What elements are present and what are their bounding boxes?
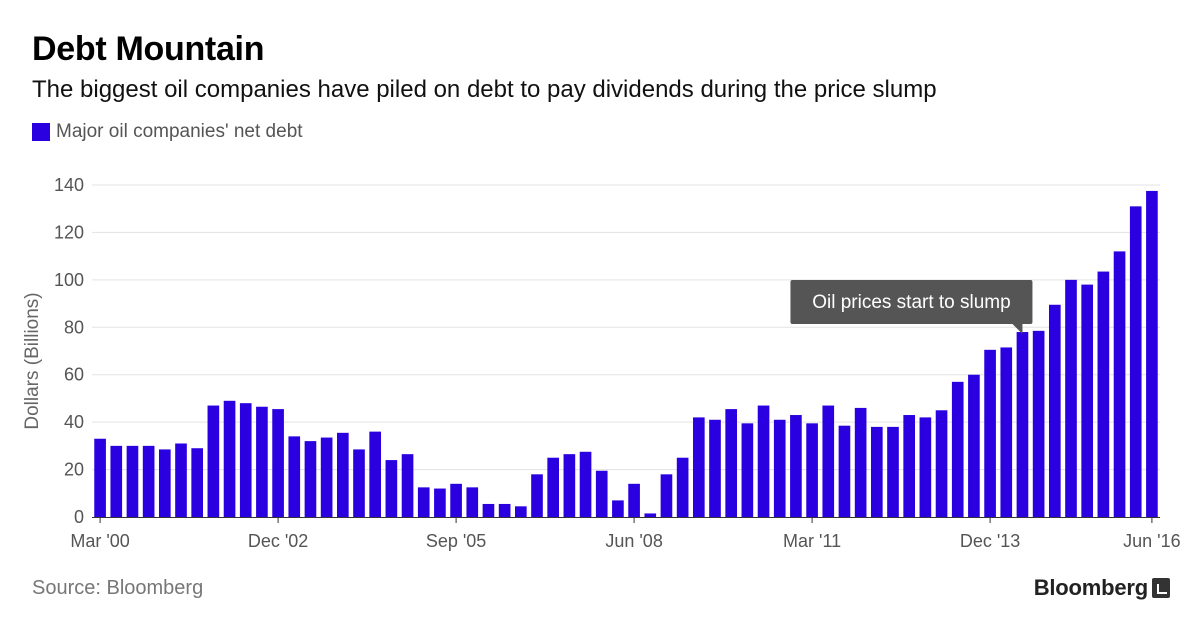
bar <box>288 436 301 517</box>
bar <box>126 445 139 517</box>
bar <box>142 445 155 517</box>
legend-label: Major oil companies' net debt <box>56 121 303 142</box>
y-tick-label: 80 <box>64 317 84 337</box>
annotation-callout: Oil prices start to slump <box>790 280 1033 334</box>
bar <box>369 431 382 517</box>
bar <box>854 407 867 517</box>
bar <box>773 419 786 517</box>
bar <box>595 470 608 517</box>
bar <box>579 451 592 517</box>
bar <box>628 483 640 517</box>
bar <box>806 423 818 517</box>
bar <box>401 454 414 517</box>
bar <box>94 438 106 517</box>
bar <box>709 419 721 517</box>
bar <box>547 457 560 517</box>
bar <box>304 441 317 517</box>
bar <box>660 474 673 517</box>
y-tick-label: 40 <box>64 412 84 432</box>
bar <box>110 445 123 517</box>
brand-name: Bloomberg <box>1033 575 1149 600</box>
y-tick-label: 100 <box>54 270 84 290</box>
x-tick-label: Sep '05 <box>426 531 487 551</box>
bar <box>790 415 802 517</box>
bar <box>434 488 446 517</box>
bar <box>1097 271 1110 517</box>
annotation-pointer <box>1012 324 1023 334</box>
x-tick-label: Jun '08 <box>605 531 662 551</box>
bar <box>1081 284 1094 517</box>
bar <box>1146 190 1158 517</box>
bar <box>741 423 754 517</box>
bar <box>1016 332 1029 517</box>
y-tick-label: 120 <box>54 222 84 242</box>
bar <box>612 500 624 517</box>
bar <box>450 483 462 517</box>
bar <box>757 405 770 517</box>
bar <box>644 513 657 517</box>
source-note: Source: Bloomberg <box>32 577 204 599</box>
x-tick-label: Jun '16 <box>1123 531 1180 551</box>
bar <box>385 460 398 517</box>
bar <box>692 417 705 517</box>
bar <box>207 405 220 517</box>
bar <box>353 449 365 517</box>
bar <box>223 400 236 517</box>
bar <box>1129 206 1142 518</box>
bar <box>239 403 252 517</box>
bloomberg-terminal-icon <box>1152 578 1170 598</box>
bar <box>320 437 333 517</box>
x-tick-label: Mar '11 <box>783 531 841 551</box>
y-tick-label: 0 <box>74 507 84 527</box>
bar <box>175 443 187 517</box>
x-tick-label: Mar '00 <box>70 531 129 551</box>
legend-swatch <box>32 123 50 141</box>
chart-title: Debt Mountain <box>32 30 265 68</box>
bar <box>676 457 689 517</box>
bar <box>466 487 479 517</box>
bar <box>563 454 576 517</box>
y-tick-label: 140 <box>54 175 84 195</box>
bar <box>498 503 511 517</box>
y-axis-title: Dollars (Billions) <box>22 292 43 429</box>
y-tick-label: 60 <box>64 365 84 385</box>
y-tick-label: 20 <box>64 460 84 480</box>
x-tick-label: Dec '13 <box>960 531 1020 551</box>
chart-subtitle: The biggest oil companies have piled on … <box>32 76 937 103</box>
bar <box>1113 251 1126 517</box>
bar <box>191 448 204 517</box>
bar <box>935 410 948 517</box>
brand-logo: Bloomberg <box>1034 575 1170 601</box>
bar <box>838 425 851 517</box>
bar <box>417 487 430 517</box>
bar <box>822 405 835 517</box>
bar <box>514 506 527 517</box>
annotation-text: Oil prices start to slump <box>812 292 1011 313</box>
bar <box>951 381 964 517</box>
bar <box>968 374 980 517</box>
bar <box>1000 347 1013 517</box>
legend: Major oil companies' net debt <box>32 121 303 143</box>
bar <box>531 474 543 517</box>
bar <box>1048 304 1061 517</box>
bar <box>903 415 916 517</box>
bar <box>158 449 171 517</box>
bar <box>1032 330 1045 517</box>
x-tick-label: Dec '02 <box>248 531 308 551</box>
bar <box>919 417 932 517</box>
bar <box>1065 279 1077 517</box>
bar <box>336 432 349 517</box>
bar <box>256 406 268 517</box>
bar <box>984 349 996 517</box>
bar <box>870 426 883 517</box>
bar <box>272 409 284 517</box>
bar <box>887 426 899 517</box>
bar <box>725 409 738 517</box>
annotation-box <box>790 280 1033 324</box>
bar <box>482 503 495 517</box>
